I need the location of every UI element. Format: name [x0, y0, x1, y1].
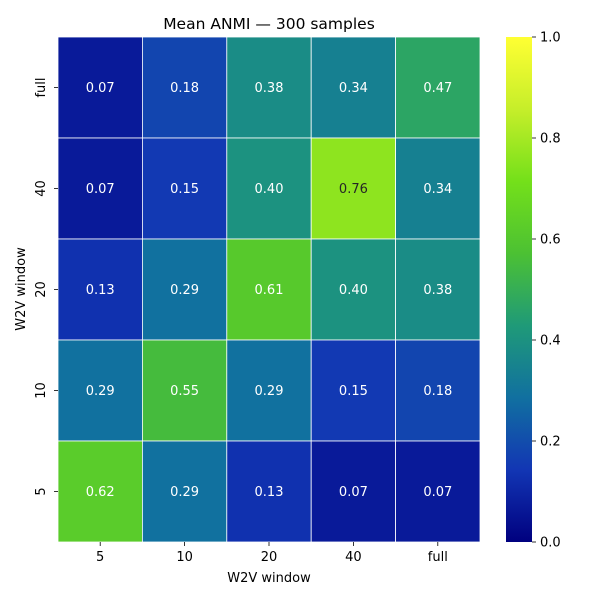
heatmap-cell — [395, 339, 481, 442]
x-axis-ticks: 5 10 20 40 full — [96, 542, 448, 565]
y-tick-label: full — [34, 77, 49, 97]
cell-value-label: 0.62 — [86, 485, 115, 500]
y-axis-label: W2V window — [14, 247, 29, 331]
cell-value-label: 0.15 — [170, 182, 199, 197]
cell-value-label: 0.38 — [255, 81, 284, 96]
heatmap-cells: 0.07 0.18 0.38 0.34 0.47 0.07 0.15 0.40 0.76 0.34… — [57, 36, 481, 543]
x-tick-label: 20 — [261, 550, 278, 565]
cell-value-label: 0.07 — [86, 81, 115, 96]
cell-value-label: 0.18 — [423, 384, 452, 399]
colorbar-gradient — [506, 37, 532, 542]
cell-value-label: 0.29 — [170, 283, 199, 298]
heatmap-cell — [226, 238, 312, 341]
cell-value-label: 0.40 — [255, 182, 284, 197]
heatmap-cell — [395, 137, 481, 240]
heatmap-cell — [395, 238, 481, 341]
heatmap-cell — [226, 339, 312, 442]
x-tick-label: 10 — [176, 550, 193, 565]
cell-value-label: 0.55 — [170, 384, 199, 399]
cell-value-label: 0.15 — [339, 384, 368, 399]
heatmap-cell — [57, 137, 143, 240]
y-tick-label: 20 — [34, 281, 49, 298]
cell-value-label: 0.18 — [170, 81, 199, 96]
cell-value-label: 0.13 — [86, 283, 115, 298]
colorbar-tick-label: 1.0 — [540, 31, 561, 46]
heatmap-cell — [310, 238, 397, 341]
heatmap-cell — [141, 339, 228, 442]
heatmap-cell — [141, 238, 228, 341]
colorbar-tick-label: 0.8 — [540, 132, 561, 147]
x-tick-label: 5 — [96, 550, 104, 565]
cell-value-label: 0.07 — [339, 485, 368, 500]
heatmap-cell — [226, 36, 312, 139]
cell-value-label: 0.29 — [86, 384, 115, 399]
y-axis-ticks: full 40 20 10 5 — [34, 77, 58, 496]
heatmap-cell — [395, 440, 481, 543]
heatmap-cell — [226, 137, 312, 240]
cell-value-label: 0.29 — [255, 384, 284, 399]
colorbar-tick-label: 0.6 — [540, 233, 561, 248]
y-tick-label: 40 — [34, 180, 49, 197]
cell-value-label: 0.34 — [423, 182, 452, 197]
heatmap-cell — [310, 339, 397, 442]
heatmap-cell — [395, 36, 481, 139]
colorbar-tick-label: 0.2 — [540, 435, 561, 450]
y-tick-label: 5 — [34, 487, 49, 495]
heatmap-cell — [57, 440, 143, 543]
heatmap-cell — [226, 440, 312, 543]
cell-value-label: 0.47 — [423, 81, 452, 96]
cell-value-label: 0.29 — [170, 485, 199, 500]
cell-value-label: 0.07 — [423, 485, 452, 500]
x-tick-label: 40 — [345, 550, 362, 565]
cell-value-label: 0.07 — [86, 182, 115, 197]
heatmap-cell — [141, 440, 228, 543]
chart-title: Mean ANMI — 300 samples — [163, 15, 375, 33]
heatmap-cell — [310, 36, 397, 139]
cell-value-label: 0.38 — [423, 283, 452, 298]
colorbar: 0.0 0.2 0.4 0.6 0.8 1.0 — [506, 31, 561, 551]
y-tick-label: 10 — [34, 382, 49, 399]
colorbar-tick-label: 0.0 — [540, 536, 561, 551]
cell-value-label: 0.76 — [339, 182, 368, 197]
x-axis-label: W2V window — [227, 571, 311, 586]
cell-value-label: 0.40 — [339, 283, 368, 298]
cell-value-label: 0.34 — [339, 81, 368, 96]
heatmap-cell — [57, 36, 143, 139]
heatmap-cell — [141, 36, 228, 139]
colorbar-tick-label: 0.4 — [540, 334, 561, 349]
cell-value-label: 0.13 — [255, 485, 284, 500]
x-tick-label: full — [428, 550, 448, 565]
cell-value-label: 0.61 — [255, 283, 284, 298]
